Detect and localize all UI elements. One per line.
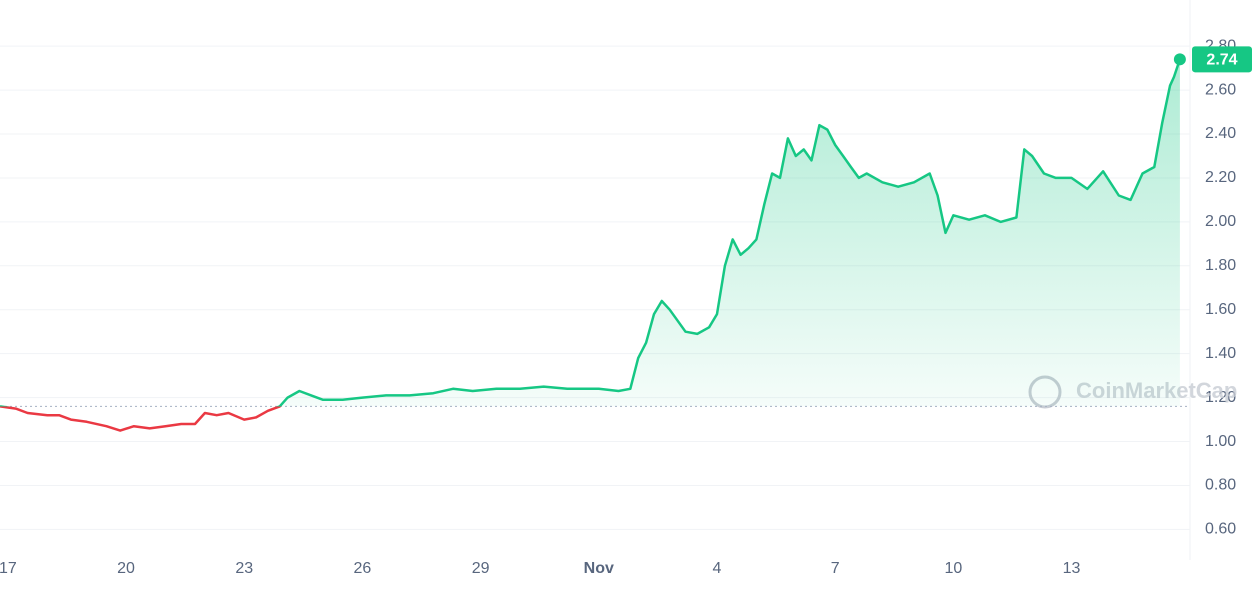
y-tick-label: 1.00: [1205, 433, 1236, 450]
price-tag-label: 2.74: [1206, 52, 1237, 69]
y-tick-label: 1.80: [1205, 257, 1236, 274]
y-tick-label: 1.40: [1205, 345, 1236, 362]
x-tick-label: 29: [472, 560, 490, 577]
y-tick-label: 2.00: [1205, 213, 1236, 230]
y-tick-label: 1.60: [1205, 301, 1236, 318]
x-tick-label: 20: [117, 560, 135, 577]
y-tick-label: 0.80: [1205, 477, 1236, 494]
x-tick-label: 17: [0, 560, 17, 577]
x-tick-label: 4: [713, 560, 722, 577]
x-tick-label: 26: [354, 560, 372, 577]
price-line: [0, 58, 1182, 432]
last-point: [1173, 53, 1186, 66]
y-tick-label: 1.20: [1205, 389, 1236, 406]
x-tick-label: Nov: [584, 560, 614, 577]
y-tick-label: 2.40: [1205, 125, 1236, 142]
x-tick-label: 23: [235, 560, 253, 577]
x-tick-label: 7: [831, 560, 840, 577]
x-tick-label: 10: [944, 560, 962, 577]
area: [0, 59, 1180, 407]
x-tick-label: 13: [1063, 560, 1081, 577]
y-tick-label: 2.60: [1205, 81, 1236, 98]
y-tick-label: 0.60: [1205, 521, 1236, 538]
y-tick-label: 2.20: [1205, 169, 1236, 186]
price-tag: [1192, 46, 1252, 73]
